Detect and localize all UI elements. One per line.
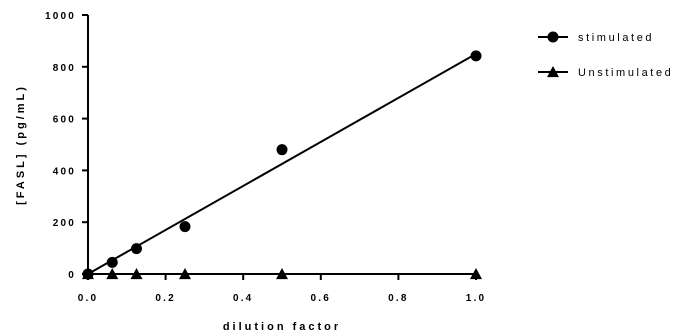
data-points [82, 50, 482, 280]
y-tick-label: 400 [53, 166, 76, 177]
legend-stimulated-marker [547, 31, 559, 43]
x-tick-label: 0.8 [388, 293, 409, 304]
y-tick-label: 800 [53, 63, 76, 74]
x-tick-label: 0.2 [155, 293, 176, 304]
fit-lines [87, 52, 477, 275]
y-tick-label: 200 [53, 218, 76, 229]
legend: stimulated Unstimulated [538, 31, 673, 79]
stimulated-point [179, 221, 191, 233]
stimulated-point [276, 144, 288, 156]
stimulated-point [106, 256, 118, 268]
legend-stimulated-label: stimulated [578, 32, 654, 44]
y-tick-label: 600 [53, 115, 76, 126]
stimulated-fit-line [87, 52, 477, 275]
x-tick-label: 0.0 [78, 293, 99, 304]
y-tick-label: 0 [68, 270, 76, 281]
axes: 0.0 0.2 0.4 0.6 0.8 1.0 0 200 400 600 800 1000 [45, 11, 487, 304]
unstimulated-point [179, 268, 191, 280]
x-tick-label: 0.4 [233, 293, 254, 304]
x-tick-label: 1.0 [466, 293, 487, 304]
y-axis-title: [FASL] (pg/mL) [15, 84, 27, 205]
stimulated-point [470, 50, 482, 62]
legend-unstimulated-label: Unstimulated [578, 67, 673, 79]
unstimulated-point [130, 268, 143, 280]
unstimulated-point [470, 268, 482, 280]
unstimulated-point [276, 268, 288, 280]
legend-unstimulated-marker [547, 66, 559, 78]
y-tick-label: 1000 [45, 11, 76, 22]
stimulated-point [131, 243, 142, 255]
unstimulated-point [82, 268, 94, 280]
unstimulated-point [106, 268, 119, 280]
x-tick-label: 0.6 [311, 293, 332, 304]
x-axis-title: dilution factor [223, 321, 341, 333]
